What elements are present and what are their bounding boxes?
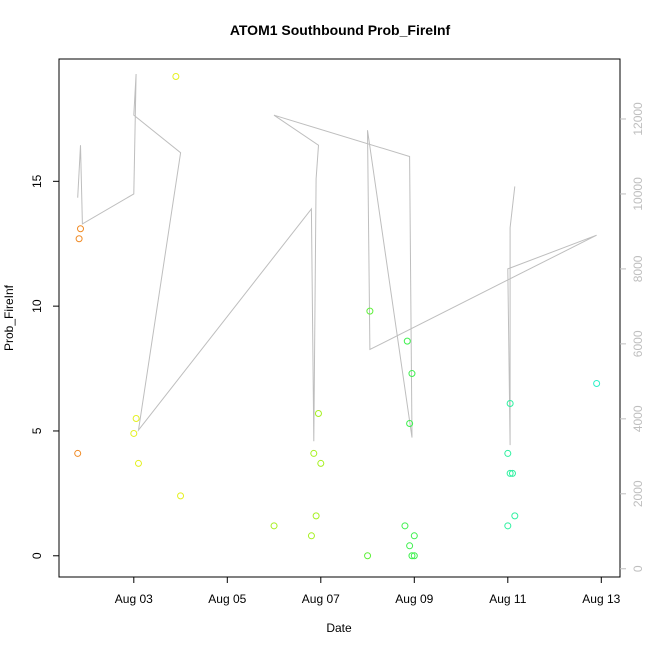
y-axis-right: 0 2000 4000 6000 8000 10000 12000: [620, 102, 645, 572]
scatter-point: [508, 469, 516, 477]
x-axis-label: Date: [326, 621, 352, 635]
scatter-point: [77, 225, 85, 233]
series-line-path: [77, 73, 597, 446]
y2-tick-label: 4000: [631, 405, 645, 432]
scatter-point: [408, 552, 416, 560]
scatter-point: [504, 522, 512, 530]
x-axis: Aug 03 Aug 05 Aug 07 Aug 09 Aug 11 Aug 13: [115, 577, 621, 606]
x-tick-label: Aug 09: [395, 592, 433, 606]
y-tick-label: 5: [30, 427, 44, 434]
scatter-point: [172, 72, 180, 80]
scatter-point: [403, 337, 411, 345]
y2-tick-label: 6000: [631, 330, 645, 357]
scatter-point: [364, 552, 372, 560]
y2-tick-label: 12000: [631, 102, 645, 136]
scatter-point: [270, 522, 278, 530]
x-tick-label: Aug 03: [115, 592, 153, 606]
scatter-point: [366, 307, 374, 315]
scatter-point: [506, 400, 514, 408]
plot-frame: [58, 58, 621, 578]
x-tick-label: Aug 05: [208, 592, 246, 606]
scatter-point: [401, 522, 409, 530]
scatter-point: [75, 235, 83, 243]
scatter-point: [410, 532, 418, 540]
y-axis-left: 0 5 10 15: [30, 174, 59, 559]
y-axis-label: Prob_FireInf: [2, 284, 16, 351]
scatter-point: [314, 409, 322, 417]
series-points: [74, 72, 601, 560]
scatter-point: [410, 552, 418, 560]
y2-tick-label: 8000: [631, 255, 645, 282]
scatter-point: [134, 459, 142, 467]
scatter-point: [406, 419, 414, 427]
scatter-point: [132, 414, 140, 422]
scatter-point: [593, 380, 601, 388]
x-tick-label: Aug 13: [582, 592, 620, 606]
x-tick-label: Aug 07: [302, 592, 340, 606]
scatter-point: [307, 532, 315, 540]
x-tick-label: Aug 11: [489, 592, 526, 606]
scatter-point: [511, 512, 519, 520]
y-tick-label: 15: [30, 174, 44, 188]
scatter-point: [74, 449, 82, 457]
y-tick-label: 10: [30, 299, 44, 313]
scatter-point: [310, 449, 318, 457]
scatter-point: [177, 492, 185, 500]
y2-tick-label: 0: [631, 565, 645, 572]
scatter-point: [317, 459, 325, 467]
y2-tick-label: 2000: [631, 480, 645, 507]
chart-title: ATOM1 Southbound Prob_FireInf: [230, 22, 451, 38]
scatter-point: [408, 370, 416, 378]
scatter-point: [506, 469, 514, 477]
scatter-point: [130, 429, 138, 437]
series-line: [77, 73, 597, 446]
scatter-point: [312, 512, 320, 520]
y-tick-label: 0: [30, 552, 44, 559]
scatter-point: [504, 449, 512, 457]
scatter-point: [406, 542, 414, 550]
y2-tick-label: 10000: [631, 177, 645, 211]
